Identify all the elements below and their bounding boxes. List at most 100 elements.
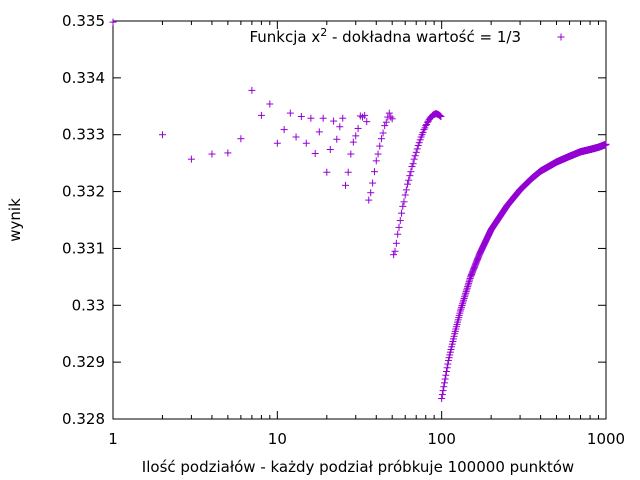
data-point <box>376 142 384 150</box>
data-point <box>437 113 445 121</box>
y-tick-label: 0.334 <box>62 69 105 87</box>
data-point <box>367 189 375 197</box>
y-tick-label: 0.333 <box>62 126 105 144</box>
y-axis-label: wynik <box>6 198 24 242</box>
data-point <box>280 126 288 134</box>
data-point <box>419 128 427 136</box>
data-point <box>442 367 450 375</box>
data-point <box>385 109 393 117</box>
data-point <box>395 223 403 231</box>
data-point <box>354 124 362 132</box>
data-point <box>391 247 399 255</box>
data-point <box>422 122 430 130</box>
data-point <box>457 305 465 313</box>
y-tick-label: 0.331 <box>62 239 105 257</box>
data-point <box>402 186 410 194</box>
data-point <box>369 179 377 187</box>
data-point <box>463 286 471 294</box>
data-point <box>438 395 446 403</box>
data-point <box>462 288 470 296</box>
data-point <box>286 109 294 117</box>
data-point <box>387 113 395 121</box>
data-point <box>396 217 404 225</box>
x-tick-label: 1 <box>108 430 118 448</box>
data-point <box>461 291 469 299</box>
x-axis-label: Ilość podziałów - każdy podział próbkuje… <box>142 458 574 476</box>
data-point <box>187 155 195 163</box>
legend-marker <box>557 33 565 41</box>
data-point <box>401 191 409 199</box>
data-point <box>382 118 390 126</box>
data-point <box>440 379 448 387</box>
data-point <box>302 139 310 147</box>
data-point <box>379 129 387 137</box>
data-point <box>442 371 450 379</box>
data-point <box>109 18 117 26</box>
data-point <box>224 149 232 157</box>
data-point <box>273 139 281 147</box>
data-point <box>377 135 385 143</box>
data-point <box>352 132 360 140</box>
data-point <box>365 196 373 204</box>
data-point <box>458 302 466 310</box>
y-tick-label: 0.33 <box>72 296 105 314</box>
data-point <box>409 160 417 168</box>
data-point <box>400 198 408 206</box>
data-point <box>406 172 414 180</box>
data-point <box>370 168 378 176</box>
data-point <box>436 112 444 120</box>
data-point <box>390 251 398 259</box>
data-point <box>424 117 432 125</box>
data-point <box>440 383 448 391</box>
data-point <box>412 148 420 156</box>
data-point <box>457 303 465 311</box>
data-point <box>381 122 389 130</box>
data-point <box>319 114 327 122</box>
data-point <box>392 239 400 247</box>
legend: Funkcja x2 - dokładna wartość = 1/3 <box>249 26 565 46</box>
data-point <box>460 294 468 302</box>
data-point <box>435 111 443 119</box>
data-point <box>330 117 338 125</box>
data-point <box>336 123 344 131</box>
data-point <box>208 150 216 158</box>
data-point <box>347 150 355 158</box>
data-point <box>363 118 371 126</box>
data-point <box>408 163 416 171</box>
data-point <box>410 155 418 163</box>
data-point <box>158 131 166 139</box>
data-point <box>405 176 413 184</box>
data-point <box>420 126 428 134</box>
data-point <box>237 135 245 143</box>
data-point <box>344 168 352 176</box>
data-point <box>315 128 323 136</box>
y-tick-label: 0.328 <box>62 410 105 428</box>
data-point <box>257 111 265 119</box>
data-point <box>407 168 415 176</box>
data-point <box>438 391 446 399</box>
data-point <box>311 149 319 157</box>
data-point <box>459 298 467 306</box>
x-tick-label: 10 <box>268 430 287 448</box>
y-tick-label: 0.332 <box>62 183 105 201</box>
data-point <box>374 150 382 158</box>
data-point <box>414 142 422 150</box>
data-point <box>333 135 341 143</box>
data-point <box>326 145 334 153</box>
data-point <box>415 139 423 147</box>
x-tick-label: 100 <box>427 430 456 448</box>
data-point <box>413 145 421 153</box>
data-point <box>323 168 331 176</box>
plot-frame <box>112 20 607 420</box>
data-point <box>339 114 347 122</box>
data-point <box>602 140 610 148</box>
data-point <box>439 387 447 395</box>
data-point <box>398 209 406 217</box>
data-point <box>557 33 565 41</box>
data-point <box>361 111 369 119</box>
data-point <box>411 152 419 160</box>
y-tick-label: 0.329 <box>62 353 105 371</box>
data-point <box>460 296 468 304</box>
data-point <box>404 180 412 188</box>
